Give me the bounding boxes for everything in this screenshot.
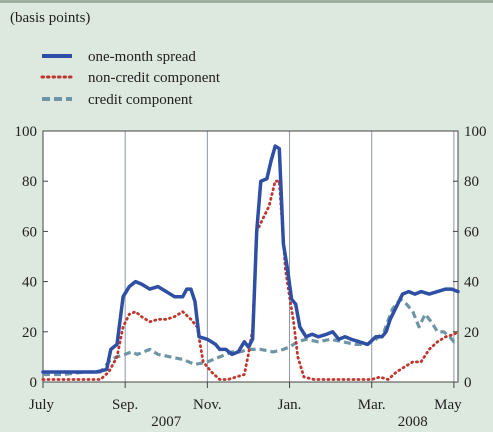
x-tick-label-1: Sep. — [112, 397, 138, 413]
legend-label-one-month: one-month spread — [88, 49, 196, 65]
x-axis: July Sep. Nov. Jan. Mar. May 2007 2008 — [29, 382, 462, 430]
x-tick-label-2: Nov. — [193, 397, 222, 413]
right-tick-label-40: 40 — [464, 275, 479, 291]
x-tick-label-5: May — [434, 397, 462, 413]
plot-border — [42, 130, 459, 383]
right-tick-label-20: 20 — [464, 325, 479, 341]
left-tick-label-80: 80 — [22, 174, 37, 190]
left-tick-label-20: 20 — [22, 325, 37, 341]
left-tick-label-60: 60 — [22, 224, 37, 240]
x-tick-label-4: Mar. — [358, 397, 386, 413]
legend: one-month spread non-credit component cr… — [40, 49, 221, 108]
left-tick-label-100: 100 — [15, 124, 38, 140]
right-tick-label-0: 0 — [464, 375, 472, 391]
top-rule — [0, 0, 493, 3]
right-y-axis: 0 20 40 60 80 100 — [453, 124, 487, 391]
year-label-2007: 2007 — [151, 414, 182, 430]
left-tick-label-0: 0 — [30, 375, 38, 391]
series-line-one-month-spread — [41, 144, 460, 374]
legend-label-credit: credit component — [88, 92, 193, 108]
x-tick-label-3: Jan. — [278, 397, 302, 413]
right-tick-label-100: 100 — [464, 124, 487, 140]
chart-subtitle: (basis points) — [10, 10, 90, 26]
right-tick-label-60: 60 — [464, 224, 479, 240]
x-tick-label-0: July — [29, 397, 55, 413]
right-tick-label-80: 80 — [464, 174, 479, 190]
series-line-credit-component — [43, 297, 459, 377]
year-label-2008: 2008 — [398, 414, 428, 430]
left-tick-label-40: 40 — [22, 275, 37, 291]
series-layer — [41, 144, 460, 381]
left-y-axis: 0 20 40 60 80 100 — [15, 124, 48, 391]
legend-label-non-credit: non-credit component — [88, 70, 221, 86]
